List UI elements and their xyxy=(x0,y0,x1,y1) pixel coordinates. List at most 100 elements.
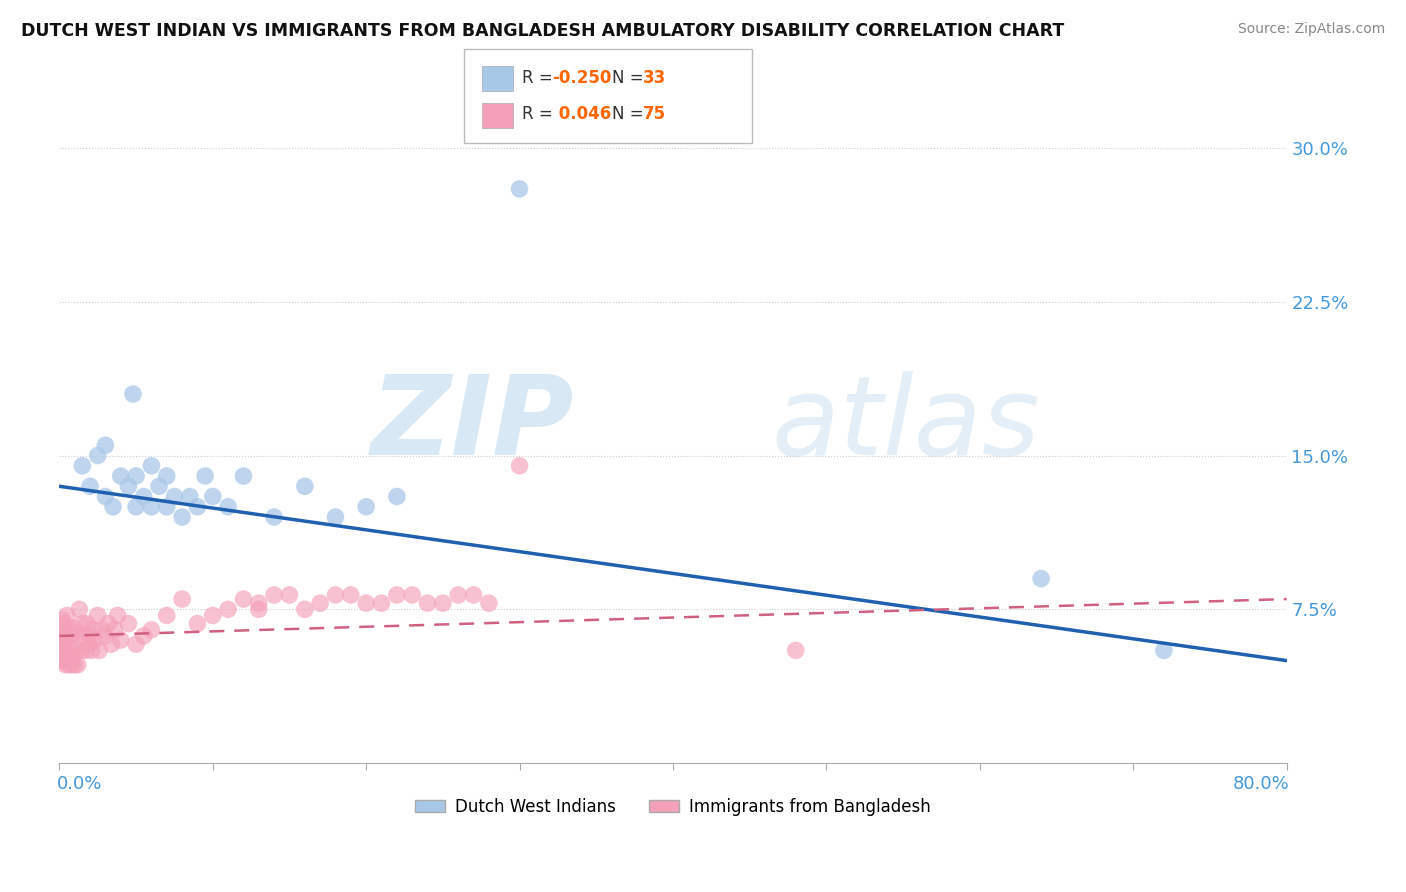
Point xyxy=(76,616,98,631)
Point xyxy=(51,633,73,648)
Legend: Dutch West Indians, Immigrants from Bangladesh: Dutch West Indians, Immigrants from Bang… xyxy=(408,791,938,822)
Point xyxy=(217,602,239,616)
Point xyxy=(65,643,87,657)
Point xyxy=(60,629,83,643)
Point xyxy=(60,657,83,672)
Point xyxy=(72,616,94,631)
Point xyxy=(52,637,75,651)
Point xyxy=(56,637,79,651)
Point xyxy=(156,500,179,514)
Point xyxy=(100,637,122,651)
Point xyxy=(52,616,75,631)
Point xyxy=(132,490,155,504)
Point xyxy=(49,633,72,648)
Point xyxy=(325,588,347,602)
Point xyxy=(72,458,94,473)
Point xyxy=(354,500,377,514)
Point xyxy=(94,490,117,504)
Point xyxy=(59,648,82,662)
Point xyxy=(125,469,148,483)
Point xyxy=(75,643,97,657)
Point xyxy=(478,596,501,610)
Point xyxy=(56,649,79,664)
Point xyxy=(56,608,79,623)
Point xyxy=(59,623,82,637)
Point xyxy=(232,592,254,607)
Text: R =: R = xyxy=(522,69,558,87)
Point xyxy=(107,608,129,623)
Point xyxy=(186,500,208,514)
Text: Source: ZipAtlas.com: Source: ZipAtlas.com xyxy=(1237,22,1385,37)
Point xyxy=(122,387,145,401)
Point xyxy=(94,438,117,452)
Point xyxy=(86,608,108,623)
Point xyxy=(63,657,86,672)
Point xyxy=(86,449,108,463)
Point xyxy=(385,588,408,602)
Point xyxy=(263,588,285,602)
Text: 33: 33 xyxy=(643,69,666,87)
Point xyxy=(416,596,439,610)
Point xyxy=(156,469,179,483)
Point xyxy=(110,633,132,648)
Point xyxy=(785,643,807,657)
Point xyxy=(77,637,100,651)
Point xyxy=(83,633,105,648)
Point xyxy=(62,648,84,662)
Point xyxy=(401,588,423,602)
Point xyxy=(447,588,470,602)
Point xyxy=(103,623,125,637)
Point xyxy=(79,479,101,493)
Point xyxy=(110,469,132,483)
Text: R =: R = xyxy=(522,105,558,123)
Point xyxy=(325,510,347,524)
Point xyxy=(141,458,163,473)
Point xyxy=(186,616,208,631)
Point xyxy=(141,623,163,637)
Point xyxy=(91,623,114,637)
Point xyxy=(1029,572,1052,586)
Point xyxy=(55,629,77,643)
Point xyxy=(148,479,170,493)
Text: 0.0%: 0.0% xyxy=(56,775,103,793)
Point xyxy=(79,629,101,643)
Point xyxy=(294,479,316,493)
Point xyxy=(141,500,163,514)
Point xyxy=(49,623,72,637)
Point xyxy=(82,623,104,637)
Point xyxy=(263,510,285,524)
Point xyxy=(97,616,120,631)
Point xyxy=(89,643,111,657)
Point xyxy=(52,654,75,668)
Text: ZIP: ZIP xyxy=(371,371,575,478)
Point xyxy=(66,657,89,672)
Point xyxy=(247,602,270,616)
Point xyxy=(194,469,217,483)
Point xyxy=(67,602,90,616)
Point xyxy=(132,629,155,643)
Point xyxy=(156,608,179,623)
Point xyxy=(80,643,103,657)
Text: DUTCH WEST INDIAN VS IMMIGRANTS FROM BANGLADESH AMBULATORY DISABILITY CORRELATIO: DUTCH WEST INDIAN VS IMMIGRANTS FROM BAN… xyxy=(21,22,1064,40)
Point xyxy=(69,643,91,657)
Point xyxy=(201,490,224,504)
Text: N =: N = xyxy=(612,69,648,87)
Point xyxy=(163,490,186,504)
Point xyxy=(73,629,96,643)
Point xyxy=(172,592,194,607)
Point xyxy=(309,596,332,610)
Point xyxy=(62,621,84,635)
Point xyxy=(58,629,80,643)
Point xyxy=(101,500,124,514)
Point xyxy=(125,500,148,514)
Point xyxy=(217,500,239,514)
Point xyxy=(370,596,392,610)
Point xyxy=(117,616,139,631)
Text: 0.046: 0.046 xyxy=(553,105,610,123)
Point xyxy=(63,627,86,641)
Point xyxy=(51,654,73,668)
Point xyxy=(278,588,301,602)
Point xyxy=(432,596,454,610)
Point xyxy=(117,479,139,493)
Point xyxy=(247,596,270,610)
